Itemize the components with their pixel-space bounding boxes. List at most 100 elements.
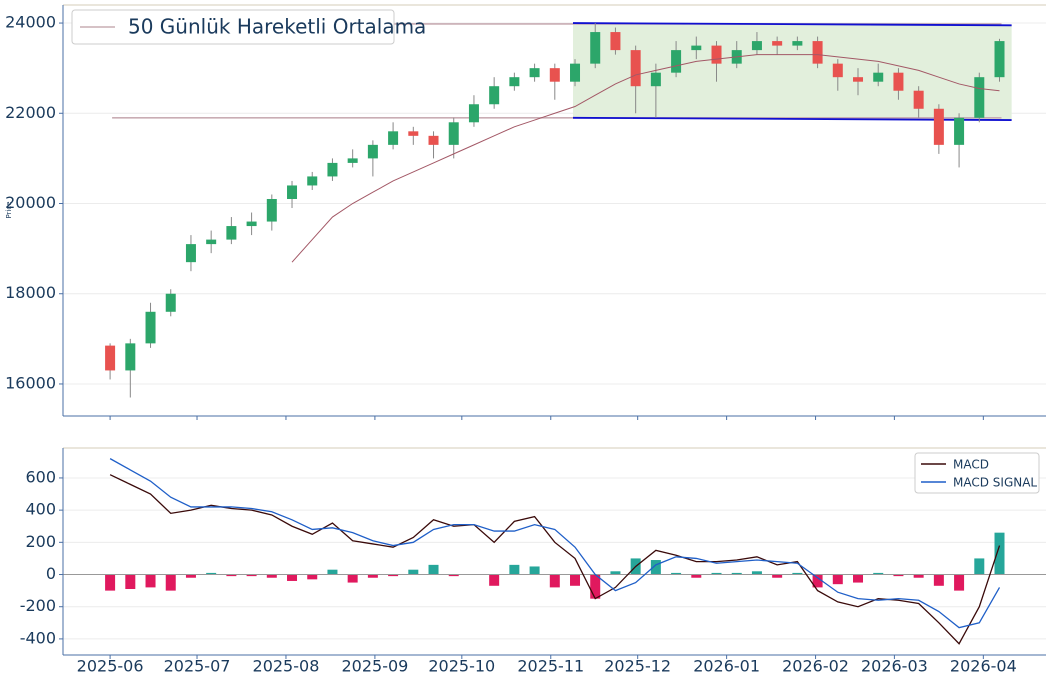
histogram-bar	[590, 574, 601, 599]
candle-body	[610, 32, 621, 51]
histogram-bar	[307, 574, 318, 580]
y-tick-label: 16000	[5, 373, 56, 392]
histogram-bar	[489, 574, 500, 586]
histogram-bar	[388, 574, 399, 577]
macd-line	[109, 458, 1001, 629]
candle-body	[650, 72, 661, 87]
y-tick-label: 20000	[5, 193, 56, 212]
y-tick-label: 22000	[5, 103, 56, 122]
candle-body	[873, 72, 884, 82]
histogram-bar	[327, 569, 338, 575]
candle-body	[367, 144, 378, 159]
candle-body	[549, 68, 560, 82]
x-tick-label: 2025-12	[604, 657, 671, 676]
histogram-bar	[954, 574, 965, 591]
moving-average-line	[291, 54, 1000, 263]
candle-body	[408, 131, 419, 136]
histogram-bar	[792, 572, 803, 575]
candle-body	[226, 226, 237, 240]
histogram-bar	[347, 574, 358, 583]
candle-body	[590, 32, 601, 64]
candle-body	[347, 158, 358, 163]
x-tick-label: 2026-04	[950, 657, 1017, 676]
y-tick-label: 0	[46, 564, 56, 583]
candle-body	[468, 104, 479, 123]
histogram-bar	[125, 574, 136, 590]
y-tick-label: 400	[25, 500, 56, 519]
candle-body	[509, 77, 520, 87]
x-tick-label: 2026-03	[861, 657, 928, 676]
x-tick-label: 2025-07	[164, 657, 231, 676]
histogram-bar	[711, 572, 722, 575]
x-tick-label: 2026-01	[693, 657, 760, 676]
histogram-bar	[893, 574, 904, 577]
candle-body	[448, 122, 459, 145]
histogram-bar	[367, 574, 378, 578]
histogram-bar	[165, 574, 176, 591]
histogram-bar	[671, 572, 682, 575]
candle-body	[266, 198, 277, 222]
candle-body	[812, 41, 823, 64]
candle-body	[125, 343, 136, 371]
histogram-bar	[832, 574, 843, 585]
candle-body	[206, 239, 217, 245]
histogram-bar	[974, 558, 985, 575]
y-tick-label: 600	[25, 467, 56, 486]
histogram-bar	[873, 572, 884, 575]
histogram-bar	[266, 574, 277, 578]
histogram-bar	[933, 574, 944, 586]
candle-body	[246, 221, 257, 227]
histogram-bar	[185, 574, 196, 578]
histogram-bar	[570, 574, 581, 586]
candle-body	[772, 41, 783, 46]
candle-body	[954, 117, 965, 145]
candle-body	[671, 50, 682, 73]
candle-body	[691, 45, 702, 51]
x-tick-label: 2025-11	[517, 657, 584, 676]
candle-body	[388, 131, 399, 145]
candle-body	[630, 50, 641, 87]
histogram-bar	[650, 560, 661, 575]
histogram-bar	[287, 574, 298, 581]
histogram-bar	[145, 574, 156, 588]
candle-body	[913, 90, 924, 109]
y-tick-label: 200	[25, 532, 56, 551]
histogram-bar	[549, 574, 560, 588]
y-tick-label: -200	[20, 596, 56, 615]
legend-box	[914, 452, 1040, 494]
histogram-bar	[731, 572, 742, 575]
candle-body	[974, 77, 985, 118]
macd-line	[109, 474, 1001, 645]
candle-body	[933, 108, 944, 145]
histogram-bar	[529, 566, 540, 575]
y-axis-label: Price	[5, 201, 13, 218]
x-tick-label: 2025-08	[253, 657, 320, 676]
legend-box	[71, 9, 395, 45]
channel-line	[572, 22, 1012, 27]
x-tick-label: 2025-10	[428, 657, 495, 676]
histogram-bar	[105, 574, 116, 591]
legend-label: MACD SIGNAL	[953, 476, 1037, 490]
candle-body	[853, 77, 864, 82]
histogram-bar	[772, 574, 783, 578]
candle-body	[529, 68, 540, 78]
histogram-bar	[448, 574, 459, 577]
candle-body	[428, 135, 439, 145]
candle-body	[570, 63, 581, 82]
histogram-bar	[509, 564, 520, 575]
histogram-bar	[751, 571, 762, 575]
histogram-bar	[610, 571, 621, 575]
histogram-bar	[408, 569, 419, 575]
y-tick-label: -400	[20, 628, 56, 647]
y-tick-label: 24000	[5, 13, 56, 32]
candle-body	[751, 41, 762, 51]
legend-label: MACD	[953, 458, 989, 472]
candle-body	[832, 63, 843, 78]
candle-body	[165, 293, 176, 312]
channel-fill	[572, 23, 1012, 121]
x-tick-label: 2025-09	[341, 657, 408, 676]
histogram-bar	[428, 564, 439, 575]
histogram-bar	[994, 532, 1005, 575]
x-tick-label: 2026-02	[782, 657, 849, 676]
